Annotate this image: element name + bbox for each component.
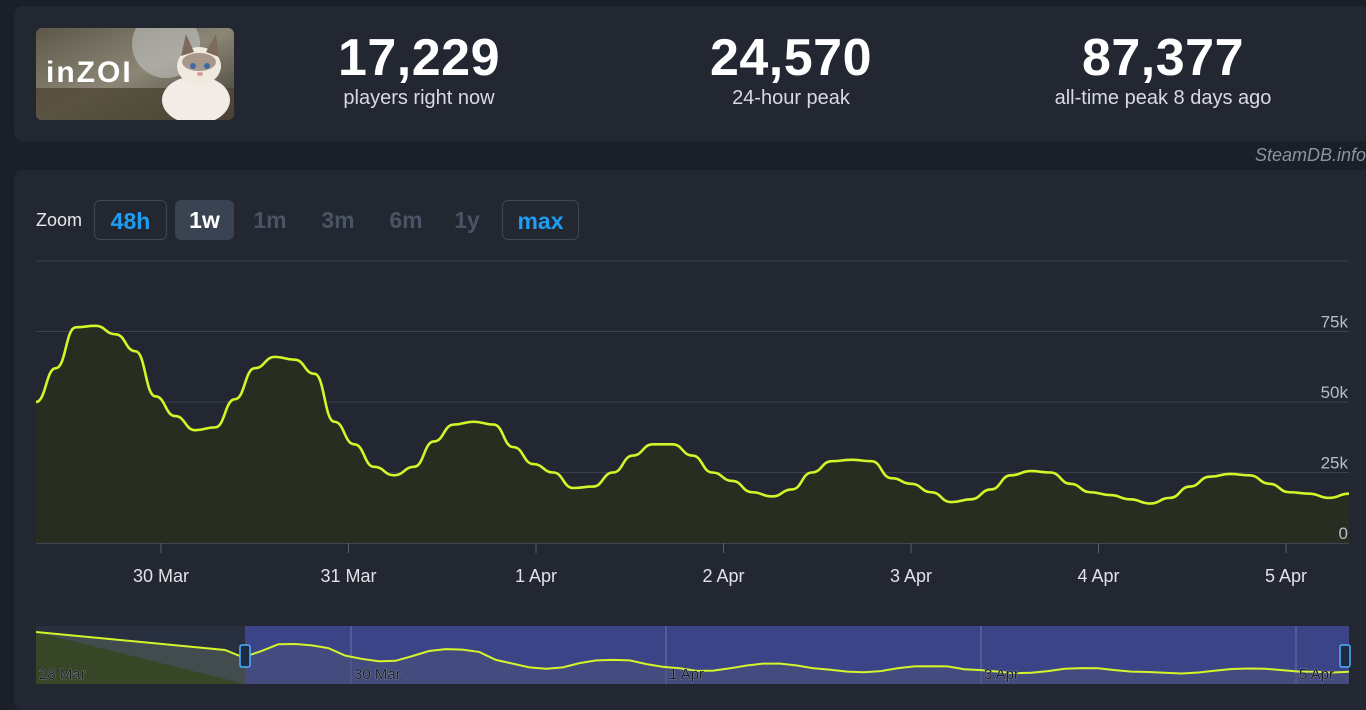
zoom-label: Zoom — [36, 210, 83, 230]
steamdb-watermark[interactable]: SteamDB.info — [1254, 145, 1366, 165]
zoom-1m-button: 1m — [253, 207, 287, 233]
chart-panel — [14, 170, 1366, 710]
all-time-peak-label: all-time peak 8 days ago — [1054, 87, 1272, 109]
zoom-max-button[interactable]: max — [502, 200, 579, 240]
stat-24h-peak: 24,570 24-hour peak — [680, 30, 902, 110]
game-artwork — [36, 28, 234, 120]
zoom-1w-button[interactable]: 1w — [175, 200, 234, 240]
zoom-3m-button: 3m — [321, 207, 355, 233]
game-thumbnail[interactable]: inZOI — [36, 28, 234, 120]
zoom-6m-button: 6m — [389, 207, 423, 233]
stat-all-time-peak: 87,377 all-time peak 8 days ago — [1030, 30, 1296, 110]
zoom-48h-button[interactable]: 48h — [94, 200, 167, 240]
current-players-value: 17,229 — [337, 29, 501, 87]
current-players-label: players right now — [343, 87, 495, 109]
all-time-peak-value: 87,377 — [1081, 29, 1245, 87]
24h-peak-value: 24,570 — [709, 29, 873, 87]
zoom-1y-button: 1y — [454, 207, 480, 233]
24h-peak-label: 24-hour peak — [732, 87, 850, 109]
stats-panel — [14, 6, 1366, 141]
game-logo-text: inZOI — [46, 56, 133, 89]
stat-current-players: 17,229 players right now — [318, 30, 520, 110]
